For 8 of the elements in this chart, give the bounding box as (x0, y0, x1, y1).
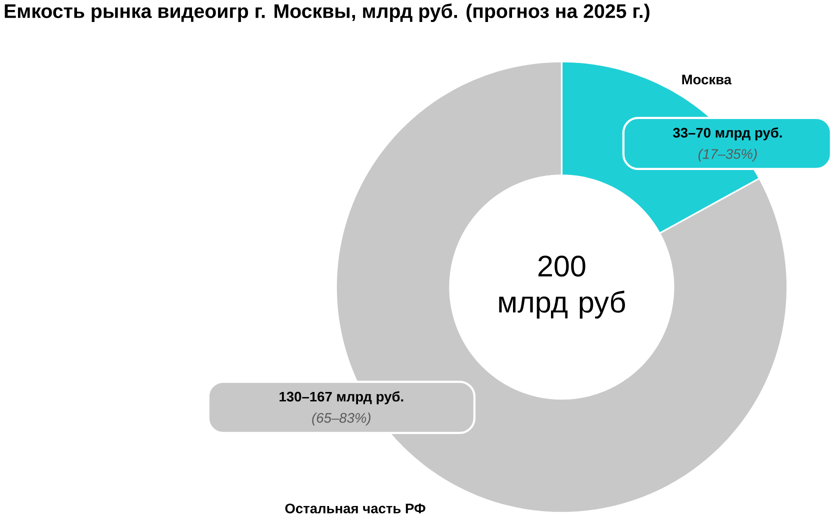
chart-title: Емкость рынка видеоигр г. Москвы, млрд руб. (прогноз на 2025 г.) (4, 4, 650, 22)
text: (17–35%) (698, 148, 757, 162)
text: (65–83%) (312, 412, 370, 426)
slice-label: Остальная часть РФ (285, 504, 426, 514)
data-label: 130–167 млрд руб. (280, 391, 404, 404)
data-label: 33–70 млрд руб. (673, 127, 782, 140)
slice-label: Москва (682, 74, 732, 84)
text: 200 млрд руб (499, 256, 625, 319)
